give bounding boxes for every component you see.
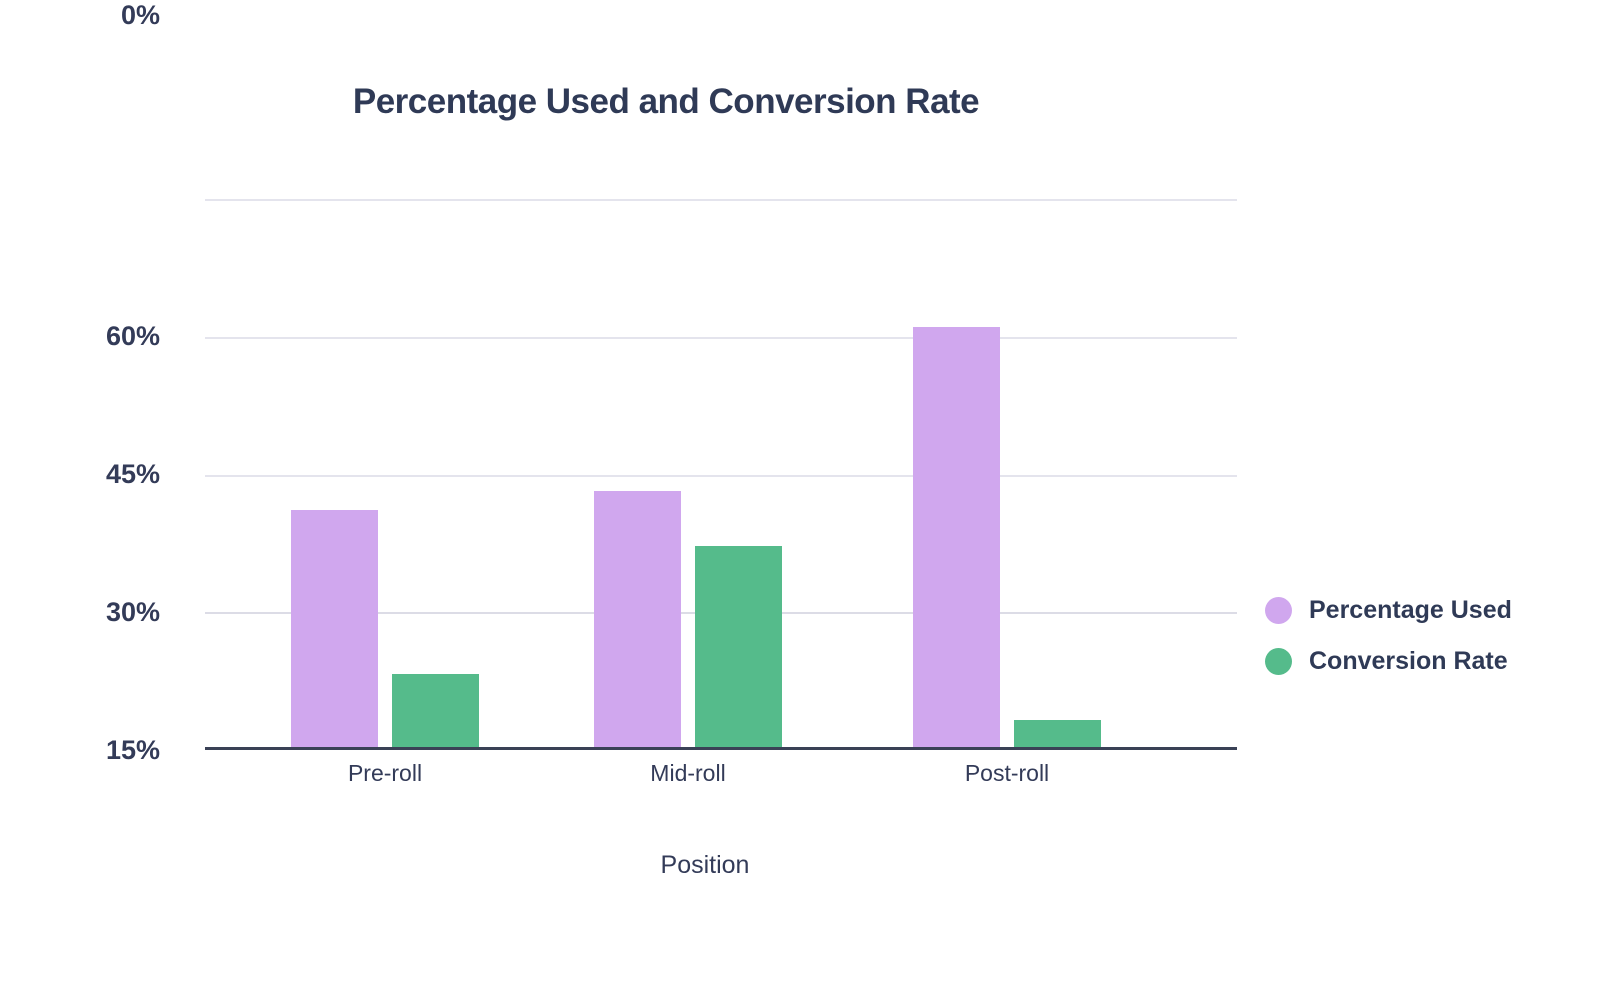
x-axis-tick-post-roll: Post-roll bbox=[964, 760, 1050, 786]
y-axis-tick-30: 30% bbox=[105, 597, 160, 627]
bar-percentage-used-mid-roll[interactable] bbox=[594, 491, 681, 747]
legend-item-percentage-used[interactable]: Percentage Used bbox=[1265, 596, 1512, 625]
x-axis-tick-mid-roll: Mid-roll bbox=[650, 760, 726, 786]
y-axis-tick-45: 45% bbox=[105, 459, 160, 489]
gridline-45 bbox=[205, 337, 1237, 339]
chart-title: Percentage Used and Conversion Rate bbox=[352, 82, 980, 121]
bar-group-post-roll bbox=[913, 199, 1101, 747]
y-axis-tick-60: 60% bbox=[105, 321, 160, 351]
bar-conversion-rate-post-roll[interactable] bbox=[1014, 719, 1101, 747]
y-axis-tick-15: 15% bbox=[105, 735, 160, 765]
x-axis-tick-pre-roll: Pre-roll bbox=[347, 760, 423, 786]
bar-conversion-rate-pre-roll[interactable] bbox=[392, 673, 479, 747]
bar-group-mid-roll bbox=[594, 199, 782, 747]
legend-label: Percentage Used bbox=[1309, 596, 1512, 624]
percentage-used-swatch-icon bbox=[1265, 597, 1292, 624]
x-axis-title: Position bbox=[660, 851, 750, 879]
plot-area bbox=[205, 199, 1237, 750]
y-axis-tick-0: 0% bbox=[120, 0, 160, 30]
gridline-60 bbox=[205, 199, 1237, 201]
legend: Percentage Used Conversion Rate bbox=[1265, 596, 1512, 676]
legend-item-conversion-rate[interactable]: Conversion Rate bbox=[1265, 647, 1512, 676]
bar-percentage-used-post-roll[interactable] bbox=[913, 326, 1000, 747]
conversion-rate-swatch-icon bbox=[1265, 648, 1292, 675]
legend-label: Conversion Rate bbox=[1309, 647, 1508, 675]
bar-group-pre-roll bbox=[291, 199, 479, 747]
bar-conversion-rate-mid-roll[interactable] bbox=[695, 546, 782, 747]
gridline-30 bbox=[205, 475, 1237, 477]
bar-percentage-used-pre-roll[interactable] bbox=[291, 509, 378, 747]
